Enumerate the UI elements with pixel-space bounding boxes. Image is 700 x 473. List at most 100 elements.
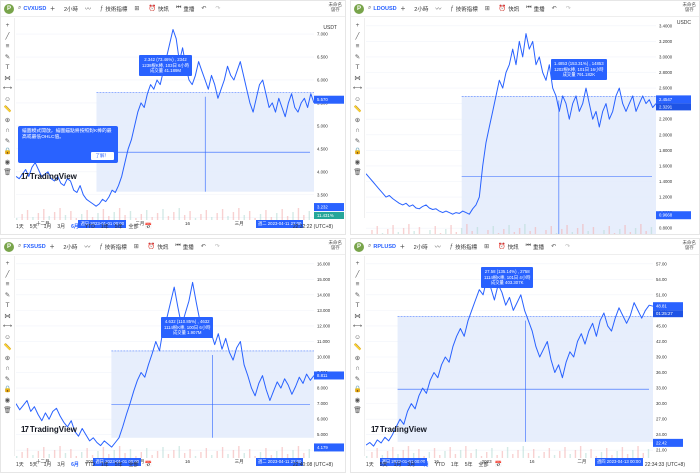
lock-draw-icon[interactable]: ✎ [354, 375, 361, 383]
lock-draw-icon[interactable]: ✎ [4, 137, 11, 145]
fib-icon[interactable]: ≡ [5, 43, 10, 50]
price-chart[interactable]: 3.40003.20003.00002.80002.60002.40002.20… [366, 18, 691, 235]
ruler-icon[interactable]: 📏 [3, 344, 12, 351]
range-button[interactable]: 6月 [71, 224, 79, 230]
trend-line-icon[interactable]: ╱ [5, 32, 10, 40]
eye-icon[interactable]: ◉ [354, 158, 361, 166]
redo-button[interactable]: ↷ [565, 243, 572, 250]
chart-type-button[interactable]: 〰 [85, 4, 93, 13]
range-button[interactable]: 1天 [16, 224, 24, 230]
chart-type-button[interactable]: 〰 [435, 4, 443, 13]
layout-save-link[interactable]: 未命名 儲存 [682, 2, 697, 12]
popup-confirm-button[interactable]: 了解！ [90, 151, 114, 160]
zoom-icon[interactable]: ⊕ [354, 116, 361, 124]
range-button[interactable]: 3月 [407, 462, 416, 468]
replay-button[interactable]: ⏮ 重播 [176, 5, 194, 13]
lock-icon[interactable]: 🔒 [3, 148, 12, 155]
brush-icon[interactable]: ✎ [4, 291, 11, 299]
trend-line-icon[interactable]: ╱ [355, 270, 360, 278]
range-button[interactable]: 全部 [128, 462, 139, 468]
pattern-icon[interactable]: ⋈ [354, 312, 361, 320]
alert-button[interactable]: ⏰ 快訊 [498, 243, 519, 251]
range-button[interactable]: 全部 [478, 462, 489, 468]
text-icon[interactable]: T [355, 64, 360, 71]
range-button[interactable]: 1月 [43, 462, 52, 468]
chart-type-button[interactable]: 〰 [435, 242, 443, 251]
undo-button[interactable]: ↶ [201, 243, 208, 250]
crosshair-icon[interactable]: + [5, 260, 10, 267]
eye-icon[interactable]: ◉ [354, 396, 361, 404]
redo-button[interactable]: ↷ [566, 5, 573, 12]
lock-icon[interactable]: 🔒 [353, 386, 362, 393]
zoom-icon[interactable]: ⊕ [4, 354, 11, 362]
user-avatar[interactable]: P [4, 241, 14, 252]
layout-save-link[interactable]: 未命名 儲存 [328, 2, 343, 12]
range-button[interactable]: 6月 [421, 462, 429, 468]
brush-icon[interactable]: ✎ [354, 291, 361, 299]
lock-draw-icon[interactable]: ✎ [4, 375, 11, 383]
text-icon[interactable]: T [355, 302, 360, 309]
goto-date-icon[interactable]: 📅 [494, 462, 502, 468]
magnet-icon[interactable]: ∩ [5, 365, 10, 372]
replay-button[interactable]: ⏮ 重播 [526, 243, 544, 251]
ruler-icon[interactable]: 📏 [353, 344, 362, 351]
ruler-icon[interactable]: 📏 [3, 106, 12, 113]
fib-icon[interactable]: ≡ [355, 281, 360, 288]
magnet-icon[interactable]: ∩ [5, 127, 10, 134]
replay-button[interactable]: ⏮ 重播 [526, 5, 544, 13]
lock-draw-icon[interactable]: ✎ [354, 137, 361, 145]
tradingview-logo[interactable]: 17 TradingView [371, 425, 427, 434]
zoom-icon[interactable]: ⊕ [4, 116, 11, 124]
range-button[interactable]: 1年 [100, 224, 109, 230]
tradingview-logo[interactable]: 17 TradingView [21, 172, 77, 181]
alert-button[interactable]: ⏰ 快訊 [148, 243, 169, 251]
symbol-search-button[interactable]: P ⌕ LDOUSD + [354, 3, 407, 14]
magnet-icon[interactable]: ∩ [355, 127, 360, 134]
currency-label[interactable]: USDC [676, 20, 691, 26]
undo-button[interactable]: ↶ [201, 5, 208, 12]
timezone-clock[interactable]: 22:32:22 (UTC+8) [292, 224, 333, 230]
eye-icon[interactable]: ◉ [4, 158, 11, 166]
symbol-search-button[interactable]: P ⌕ FXSUSD + [4, 241, 56, 252]
currency-label[interactable]: USDT [323, 25, 337, 31]
range-button[interactable]: 5天 [29, 462, 38, 468]
layout-save-link[interactable]: 未命名 儲存 [682, 240, 697, 250]
interval-button[interactable]: 2小時 [413, 244, 428, 251]
layout-button[interactable]: ⊞ [484, 243, 491, 250]
range-button[interactable]: 5年 [114, 462, 123, 468]
interval-button[interactable]: 2小時 [63, 6, 79, 13]
emoji-icon[interactable]: ☺ [4, 95, 11, 103]
indicators-button[interactable]: ƒ 技術指標 [450, 243, 477, 251]
trash-icon[interactable]: 🗑 [353, 169, 362, 176]
range-button[interactable]: 1年 [100, 462, 109, 468]
text-icon[interactable]: T [5, 64, 10, 71]
range-button[interactable]: 5年 [464, 462, 473, 468]
range-button[interactable]: 6月 [71, 462, 79, 468]
range-button[interactable]: 1月 [393, 462, 402, 468]
range-button[interactable]: 3月 [57, 462, 66, 468]
eye-icon[interactable]: ◉ [4, 396, 11, 404]
add-symbol-icon[interactable]: + [400, 4, 406, 13]
measure-icon[interactable]: ⟷ [352, 85, 363, 92]
measure-icon[interactable]: ⟷ [352, 323, 363, 330]
range-button[interactable]: 5年 [114, 224, 123, 230]
emoji-icon[interactable]: ☺ [354, 95, 361, 103]
range-button[interactable]: 1年 [450, 462, 459, 468]
chart-type-button[interactable]: 〰 [84, 242, 92, 251]
layout-save-link[interactable]: 未命名 儲存 [328, 240, 343, 250]
redo-button[interactable]: ↷ [215, 243, 222, 250]
price-chart[interactable]: 16.000 15.000 14.000 13.000 12.000 11.000 10.0… [16, 256, 344, 458]
crosshair-icon[interactable]: + [355, 22, 360, 29]
range-button[interactable]: YTD [434, 461, 445, 468]
pattern-icon[interactable]: ⋈ [4, 74, 11, 82]
ruler-icon[interactable]: 📏 [353, 106, 362, 113]
trash-icon[interactable]: 🗑 [3, 169, 12, 176]
goto-date-icon[interactable]: 📅 [144, 462, 152, 468]
add-symbol-icon[interactable]: + [49, 242, 55, 251]
layout-button[interactable]: ⊞ [134, 243, 141, 250]
range-button[interactable]: YTD [84, 461, 95, 468]
lock-icon[interactable]: 🔒 [3, 386, 12, 393]
trash-icon[interactable]: 🗑 [3, 407, 12, 414]
goto-date-icon[interactable]: 📅 [144, 224, 152, 230]
measure-icon[interactable]: ⟷ [2, 85, 13, 92]
